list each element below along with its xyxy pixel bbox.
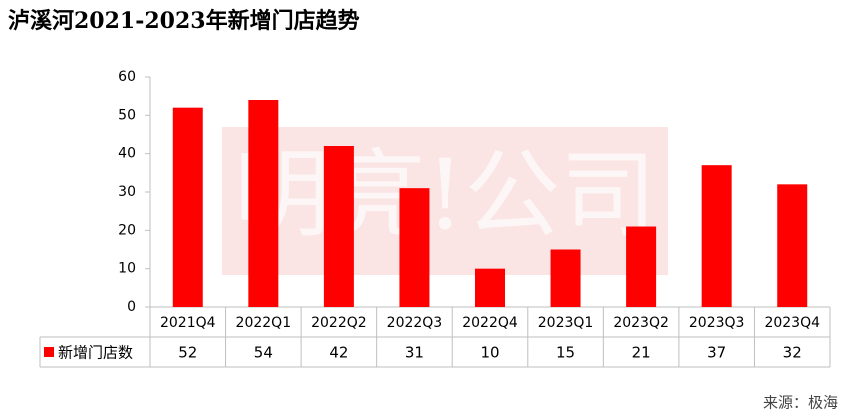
bar	[550, 249, 581, 307]
y-tick-label: 0	[127, 299, 136, 315]
table-value: 42	[329, 344, 348, 362]
x-tick-label: 2022Q3	[387, 315, 443, 331]
chart-title: 泸溪河2021-2023年新增门店趋势	[8, 8, 360, 34]
x-tick-label: 2022Q4	[462, 315, 518, 331]
watermark-box	[222, 127, 668, 275]
y-tick-label: 60	[118, 69, 136, 85]
y-tick-label: 40	[118, 146, 136, 162]
y-tick-label: 50	[118, 107, 136, 123]
y-tick-label: 30	[118, 184, 136, 200]
x-tick-label: 2021Q4	[160, 315, 216, 331]
bar	[248, 100, 279, 307]
x-tick-label: 2023Q3	[689, 315, 745, 331]
bar	[475, 268, 505, 307]
table-value: 10	[480, 344, 499, 362]
x-tick-label: 2023Q1	[538, 315, 594, 331]
table-value: 21	[632, 344, 651, 362]
table-value: 52	[178, 344, 197, 362]
bar	[626, 226, 657, 307]
legend-swatch	[44, 347, 54, 357]
bar	[399, 188, 430, 307]
bar	[172, 107, 203, 308]
bar	[323, 146, 354, 307]
watermark: 明亮!公司	[234, 139, 657, 251]
table-value: 37	[707, 344, 726, 362]
x-tick-label: 2022Q1	[236, 315, 292, 331]
source: 来源：极海	[763, 394, 838, 412]
x-tick-label: 2023Q2	[613, 315, 669, 331]
y-tick-label: 20	[118, 222, 136, 238]
table-value: 31	[405, 344, 424, 362]
x-tick-label: 2023Q4	[764, 315, 820, 331]
y-tick-label: 10	[118, 261, 136, 277]
table-value: 15	[556, 344, 575, 362]
x-tick-label: 2022Q2	[311, 315, 367, 331]
legend-label: 新增门店数	[58, 344, 133, 362]
bar	[777, 184, 808, 307]
bar	[701, 165, 732, 307]
table-value: 32	[783, 344, 802, 362]
table-value: 54	[254, 344, 273, 362]
